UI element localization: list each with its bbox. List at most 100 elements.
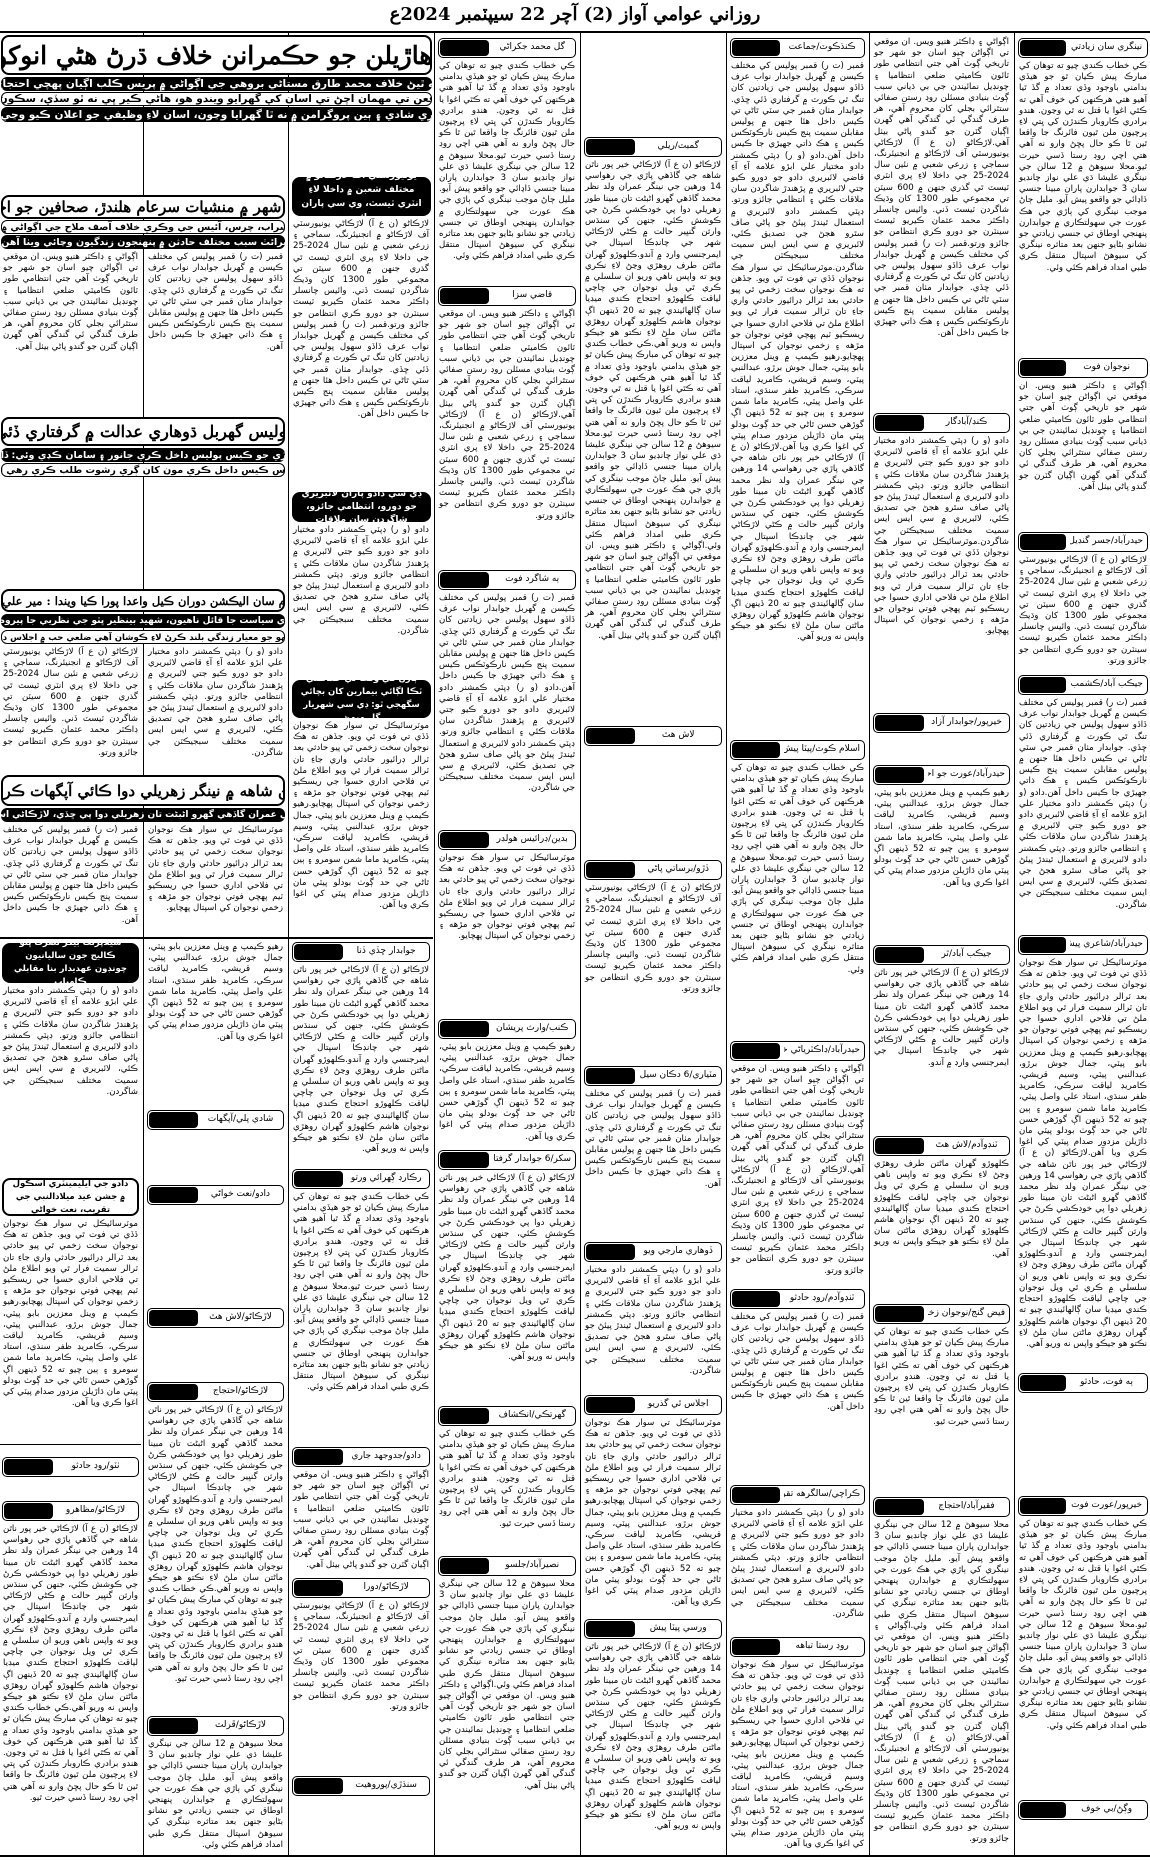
- article-paragraph: اڳواڻي ۽ ڊاڪٽر هنيو ويس. ان موقعي تي اڳو…: [874, 1620, 1009, 1743]
- dateline-box[interactable]: ٺٽو/روڊ حادثو: [2, 1457, 139, 1477]
- dateline-box[interactable]: قاضي سزا: [438, 286, 576, 306]
- dateline-label: اسلام ڪوٽ/پيٽا پيش: [784, 744, 860, 754]
- dateline-box[interactable]: ڪنڌڪوٽ/جماعت: [730, 38, 865, 58]
- article-paragraph: محلا سيوهڻ ۾ 12 سالن جي نينگري عليشا ڌي …: [148, 1739, 283, 1850]
- dateline-box[interactable]: سکر/6 جوابدار گرفتار: [438, 1150, 576, 1170]
- dateline-photo-block: [149, 1112, 198, 1128]
- article-text: دادو (و ر) ڊپٽي ڪمشنر دادو مختيار علي اب…: [874, 436, 1009, 711]
- dateline-box[interactable]: گل محمد جکراڻي: [438, 38, 576, 58]
- dateline-photo-block: [149, 1187, 198, 1203]
- dateline-box[interactable]: خيرپور/عورت فوت: [1018, 1496, 1148, 1516]
- article-paragraph: رهيو ڪيمپ ۾ وينل معززين بابو پيٽي، جمال …: [148, 942, 284, 1042]
- column-rule: [1014, 33, 1015, 1855]
- dateline-box[interactable]: ڏڙو/برساتي پاڻي: [584, 860, 722, 880]
- column-rule: [288, 33, 289, 1855]
- dateline-box[interactable]: دادو/نعت خواڻي: [147, 1185, 284, 1205]
- dateline-box[interactable]: فيض گنج/نوجوان زخمي: [873, 1304, 1010, 1324]
- article-paragraph: اڳواڻي ۽ ڊاڪٽر هنيو ويس. ان موقعي تي اڳو…: [731, 1064, 864, 1175]
- dateline-box[interactable]: گهرتڪي/انڪشاف: [438, 1406, 576, 1426]
- article-paragraph: ڪلهوڙو گهران ماڻتن طرف روهڙي وڃڻ لاءِ نڪ…: [731, 542, 865, 643]
- dateline-label: خيرپور/عورت فوت: [1071, 1500, 1143, 1510]
- dateline-box[interactable]: جيڪب آباد/ٿر: [873, 945, 1010, 965]
- dateline-box[interactable]: ٻه فوت، حادثو: [1018, 1373, 1148, 1393]
- article-paragraph: قمبر (ت ر) قمبر پوليس کي مختلف ڪيسن ۾ گه…: [874, 238, 1009, 339]
- college-elections-box[interactable]: سيلاپرنٽ بيگر نصرت ڀٽو ڪاليج جون سالياني…: [2, 943, 139, 983]
- dateline-photo-block: [875, 1306, 924, 1322]
- dateline-box[interactable]: حيدرآباد/جسر گنڊيل: [1018, 532, 1148, 552]
- dateline-label: لاڙڪاڻو/احتجاج: [212, 1386, 269, 1396]
- dateline-box[interactable]: دادو/جدوجهد جاري: [292, 1447, 430, 1467]
- article-paragraph: رهيو ڪيمپ ۾ وينل معززين بابو پيٽي، جمال …: [585, 1496, 721, 1608]
- dateline-box[interactable]: رڪارڊ ڳهرائي ورتو: [292, 1169, 430, 1189]
- dc-dadu-library-box[interactable]: ڊي سي دادو پاران لائبريري جو دورو، انتظا…: [292, 492, 431, 522]
- dateline-photo-block: [294, 1778, 343, 1794]
- dateline-box[interactable]: خيرپور/جوابدار آزاد: [873, 713, 1010, 733]
- dateline-box[interactable]: حيدرآباد/ڊاڪٽرياڻي خلاف: [730, 1041, 865, 1061]
- dateline-box[interactable]: وڳڻ/بي خوف: [1018, 1800, 1148, 1820]
- dateline-label: مٽياري/6 دڪان سيل: [639, 1070, 717, 1080]
- qambar-headline[interactable]: قمبر پوليس گهربل ڌوهاري عدالت ۾ گرفتاري …: [1, 417, 285, 446]
- dateline-box[interactable]: لاڙڪاڻو/مظاهرو: [2, 1501, 139, 1521]
- article-text: [585, 749, 721, 858]
- article-text: موٽرسائيڪل تي سوار هڪ نوجوان ڏڏي تي فوت …: [585, 1418, 721, 1617]
- vaccination-box[interactable]: ٻارن کي وقت تي حفاظتي ٽڪا لڳائي بيمارين …: [292, 680, 431, 718]
- article-paragraph: اڳواڻي ۽ ڊاڪٽر هنيو ويس. ان موقعي تي اڳو…: [585, 540, 721, 641]
- dateline-label: حيدرآباد/جسر گنڊيل: [1070, 536, 1143, 546]
- dateline-box[interactable]: لاڙڪاڻو/لاش هٿ: [147, 1308, 284, 1328]
- kaibar-headline[interactable]: ڪيبر شهر ۾ منشيات سرعام هلندڙ، صحافين جو…: [1, 195, 285, 219]
- dateline-box[interactable]: بدين/ڊرائيس هولڊر: [438, 830, 576, 850]
- section-divider: [0, 1444, 141, 1445]
- dateline-box[interactable]: گمبٽ/ريلي: [584, 137, 722, 157]
- article-text: [1019, 1396, 1147, 1494]
- main-subheadline-1: ڌهاڙيلن واهر نه ٿيڻ خلاف محمد طارق مستاڻ…: [1, 77, 432, 91]
- knshah-headline[interactable]: ڪي اين شاهه ۾ نينگر زهريلي دوا ڪائي آپگه…: [1, 775, 285, 806]
- dateline-box[interactable]: لاڙڪاڻو/دورا: [292, 1578, 430, 1598]
- article-paragraph: لاڙڪاڻو (ن ع آ) لاڙڪاڻي يونيورسٽي آف لاڙ…: [874, 137, 1010, 249]
- dateline-label: ٽنڊوآدم/لاش هٿ: [935, 1140, 998, 1150]
- dateline-box[interactable]: فقيرآباد/احتجاج: [873, 1497, 1010, 1517]
- dateline-label: ٻه شاگرد فوت: [505, 574, 560, 584]
- dateline-box[interactable]: ڪنڊ/آبادگار: [873, 413, 1010, 433]
- dateline-label: دادو/نعت خواڻي: [210, 1189, 271, 1199]
- dateline-box[interactable]: ڪنب/وارث پريشان: [438, 1019, 576, 1039]
- university-entry-test-box[interactable]: يونيورسٽي آف لاڙڪاڻو ۾ مختلف شعبن ۾ داخل…: [292, 177, 431, 216]
- article-text: [148, 1133, 283, 1183]
- article-paragraph: لاڙڪاڻو (ن ع آ) لاڙڪاڻي يونيورسٽي آف لاڙ…: [3, 647, 138, 758]
- dateline-box[interactable]: جيڪب آباد/ڪشمب قائم: [1018, 675, 1148, 695]
- dateline-box[interactable]: نينگري سان زيادتي: [1018, 38, 1148, 58]
- dateline-box[interactable]: لاش هٿ: [584, 726, 722, 746]
- dateline-box[interactable]: ٻه شاگرد فوت: [438, 570, 576, 590]
- hub-headline[interactable]: حب جي عوام سان اليڪشن دوران ڪيل واعدا پو…: [1, 589, 285, 612]
- dateline-box[interactable]: لاڙڪاڻو/ڦرلٽ: [147, 1716, 284, 1736]
- dateline-box[interactable]: جوابدار ڇڏي ڏنا: [292, 942, 430, 962]
- article-paragraph: دادو (و ر) ڊپٽي ڪمشنر دادو مختيار علي اب…: [439, 682, 575, 794]
- dateline-box[interactable]: مٽياري/6 دڪان سيل: [584, 1066, 722, 1086]
- dateline-box[interactable]: ڏوهاري مارجي ويو: [584, 1242, 722, 1262]
- article-paragraph: ڪي خطاب ڪندي چيو ته توهان کي مبارڪ پيش ڪ…: [3, 1703, 138, 1803]
- dateline-box[interactable]: ٽنڊوآدم/لاش هٿ: [873, 1136, 1010, 1156]
- dateline-box[interactable]: لاڙڪاڻو/احتجاج: [147, 1382, 284, 1402]
- dateline-box[interactable]: نوجوان فوت: [1018, 358, 1148, 378]
- article-paragraph: ڪي خطاب ڪندي چيو ته توهان کي مبارڪ پيش ڪ…: [293, 1192, 429, 1292]
- dateline-label: اجلاس ٿي گذريو: [647, 1399, 709, 1409]
- article-text: لاڙڪاڻو (ن ع آ) لاڙڪاڻي يونيورسٽي آف لاڙ…: [293, 1601, 429, 1774]
- main-subheadline-2: اڳ خوشي جي موقعن تي مهمان اچڻ تي اسان کي…: [1, 92, 432, 106]
- dateline-box[interactable]: ٽنڊوآدم/روڊ حادثو: [730, 1289, 865, 1309]
- milad-celebration-box[interactable]: دادو جي ايليمينٽري اسڪول ۾ جشن عيد ميلاد…: [2, 1178, 139, 1216]
- dateline-box[interactable]: روڊ رستا تباهه: [730, 1637, 865, 1657]
- dateline-box[interactable]: حيدرآباد/عورت جو احتجاج: [873, 765, 1010, 785]
- dateline-box[interactable]: شادي پلي/آپگهات: [147, 1110, 284, 1130]
- dateline-box[interactable]: اجلاس ٿي گذريو: [584, 1395, 722, 1415]
- dateline-box[interactable]: ورسي پيٽا پيش: [584, 1619, 722, 1639]
- article-text: قمبر (ت ر) قمبر پوليس کي مختلف ڪيسن ۾ گه…: [585, 1089, 721, 1240]
- article-paragraph: قمبر (ت ر) قمبر پوليس کي مختلف ڪيسن ۾ گه…: [293, 319, 429, 420]
- article-paragraph: ڪلهوڙو گهران ماڻتن طرف روهڙي وڃڻ لاءِ نڪ…: [874, 1159, 1009, 1259]
- dateline-photo-block: [732, 1487, 780, 1503]
- dateline-box[interactable]: اسلام ڪوٽ/پيٽا پيش: [730, 740, 865, 760]
- article-paragraph: لاڙڪاڻو (ن ع آ) لاڙڪاڻي خير پور ناٿن شاه…: [3, 1524, 138, 1624]
- dateline-box[interactable]: ڪراچي/سالگرهه تقريبون: [730, 1485, 865, 1505]
- main-headline[interactable]: وڳڻ ۾ بيروزگار ڌهاڙيلن جو حڪمرانن خلاف ڌ…: [1, 35, 432, 75]
- dateline-box[interactable]: سنڌڙي/پوروهيت: [292, 1776, 430, 1796]
- dateline-box[interactable]: نصيرآباد/جلسو: [438, 1556, 576, 1576]
- dateline-box[interactable]: حيدرآباد/شاعري پيش: [1018, 935, 1148, 955]
